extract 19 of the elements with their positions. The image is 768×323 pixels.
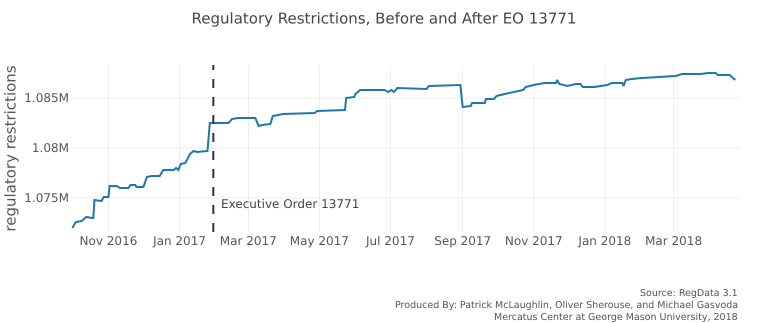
line-series [71,72,736,229]
x-tick-label: Jan 2017 [152,234,206,248]
source-note: Source: RegData 3.1 [640,288,738,299]
text: Mercatus Center at George Mason University, 2018 [494,312,738,323]
text: Produced By: Patrick McLaughlin, Oliver Sherouse, and Michael Gasvoda [395,300,738,311]
x-tick-label: Jan 2018 [577,234,632,248]
y-axis-title: regulatory restrictions [2,65,20,232]
y-tick-label: 1.08M [32,141,69,156]
x-tick-label: Nov 2016 [80,234,138,248]
x-tick-label: Sep 2017 [434,234,492,248]
x-tick-label: Nov 2017 [504,234,563,248]
chart-title: Regulatory Restrictions, Before and After EO 13771 [192,9,576,28]
x-tick-label: May 2017 [290,234,349,248]
x-tick-label: Jul 2017 [365,234,415,248]
x-tick-label: Mar 2017 [220,234,277,248]
x-tick-label: Mar 2018 [645,234,702,248]
ref-line-label: Executive Order 13771 [221,197,360,211]
y-tick-label: 1.085M [24,91,69,106]
y-tick-label: 1.075M [24,191,69,206]
